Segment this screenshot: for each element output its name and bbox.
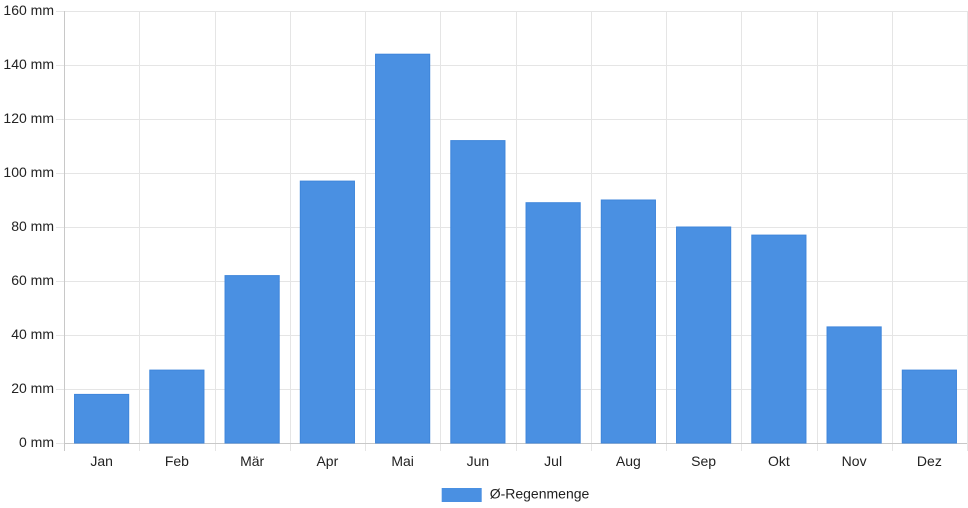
bar-feb[interactable] [149,369,205,444]
bar-okt[interactable] [751,234,807,444]
x-tick-label: Nov [842,453,867,469]
bar-apr[interactable] [299,180,355,444]
legend-swatch [441,488,482,502]
x-tick-label: Aug [616,453,641,469]
bar-mai[interactable] [375,53,431,444]
y-tick-label: 120 mm [3,110,54,126]
bar-nov[interactable] [826,326,882,444]
y-tick-label: 160 mm [3,2,54,18]
x-tick-label: Dez [917,453,942,469]
x-tick-label: Okt [768,453,790,469]
bar-layer [74,53,957,444]
y-tick-label: 60 mm [11,272,54,288]
axis-layer: 0 mm 20 mm 40 mm 60 mm 80 mm 100 mm 120 mm 140 … [3,2,941,469]
y-tick-label: 20 mm [11,380,54,396]
x-tick-label: Mai [391,453,414,469]
x-tick-label: Mär [240,453,264,469]
y-tick-label: 40 mm [11,326,54,342]
x-tick-label: Jan [90,453,113,469]
bar-jul[interactable] [525,202,581,444]
x-tick-label: Apr [316,453,338,469]
x-tick-label: Jul [544,453,562,469]
bar-jun[interactable] [450,140,506,444]
y-tick-label: 100 mm [3,164,54,180]
bar-mär[interactable] [224,275,280,444]
legend[interactable]: Ø-Regenmenge [441,486,590,502]
y-tick-label: 0 mm [19,434,54,450]
y-tick-label: 80 mm [11,218,54,234]
x-tick-label: Sep [691,453,716,469]
bar-aug[interactable] [600,199,656,444]
x-tick-label: Jun [467,453,490,469]
bar-sep[interactable] [676,226,732,444]
legend-label: Ø-Regenmenge [490,486,590,502]
y-tick-label: 140 mm [3,56,54,72]
x-tick-label: Feb [165,453,189,469]
bar-dez[interactable] [901,369,957,444]
bar-jan[interactable] [74,393,130,444]
